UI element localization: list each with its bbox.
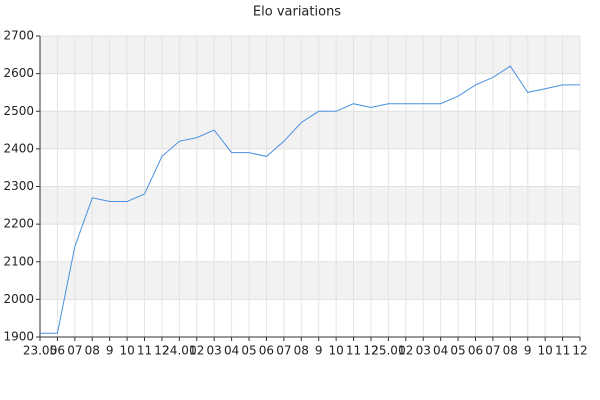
- grid-band: [40, 261, 580, 300]
- x-tick-label: 08: [503, 344, 518, 358]
- x-tick-label: 11: [137, 344, 152, 358]
- x-tick-label: 23.05: [23, 344, 57, 358]
- x-tick-label: 07: [67, 344, 82, 358]
- chart-title: Elo variations: [253, 5, 341, 20]
- x-tick-label: 02: [398, 344, 413, 358]
- x-tick-label: 05: [241, 344, 256, 358]
- y-tick-label: 2300: [3, 179, 34, 193]
- x-tick-label: 06: [468, 344, 483, 358]
- x-tick-label: 12: [363, 344, 378, 358]
- x-tick-label: 07: [485, 344, 500, 358]
- x-tick-label: 10: [328, 344, 343, 358]
- x-tick-label: 08: [294, 344, 309, 358]
- x-tick-label: 03: [207, 344, 222, 358]
- y-tick-label: 2100: [3, 254, 34, 268]
- x-tick-label: 06: [259, 344, 274, 358]
- x-tick-label: 07: [276, 344, 291, 358]
- grid-band: [40, 186, 580, 225]
- x-tick-label: 11: [346, 344, 361, 358]
- y-tick-label: 2700: [3, 29, 34, 43]
- y-tick-label: 2200: [3, 217, 34, 231]
- x-tick-label: 03: [416, 344, 431, 358]
- x-tick-label: 10: [538, 344, 553, 358]
- x-tick-label: 25.01: [371, 344, 405, 358]
- x-tick-label: 08: [85, 344, 100, 358]
- x-tick-label: 9: [315, 344, 323, 358]
- y-tick-label: 2400: [3, 141, 34, 155]
- x-tick-label: 11: [555, 344, 570, 358]
- x-tick-label: 10: [119, 344, 134, 358]
- grid-band: [40, 36, 580, 74]
- x-tick-label: 24.01: [162, 344, 196, 358]
- y-tick-label: 2500: [3, 104, 34, 118]
- x-tick-label: 9: [106, 344, 114, 358]
- x-tick-label: 12: [572, 344, 587, 358]
- y-tick-label: 2600: [3, 66, 34, 80]
- x-tick-label: 04: [224, 344, 239, 358]
- x-tick-label: 04: [433, 344, 448, 358]
- x-tick-label: 12: [154, 344, 169, 358]
- y-tick-label: 1900: [3, 330, 34, 344]
- x-tick-label: 05: [450, 344, 465, 358]
- grid-band: [40, 111, 580, 149]
- x-tick-label: 9: [524, 344, 532, 358]
- x-tick-label: 06: [50, 344, 65, 358]
- line-series: [40, 65, 580, 334]
- x-tick-label: 02: [189, 344, 204, 358]
- y-tick-label: 2000: [3, 292, 34, 306]
